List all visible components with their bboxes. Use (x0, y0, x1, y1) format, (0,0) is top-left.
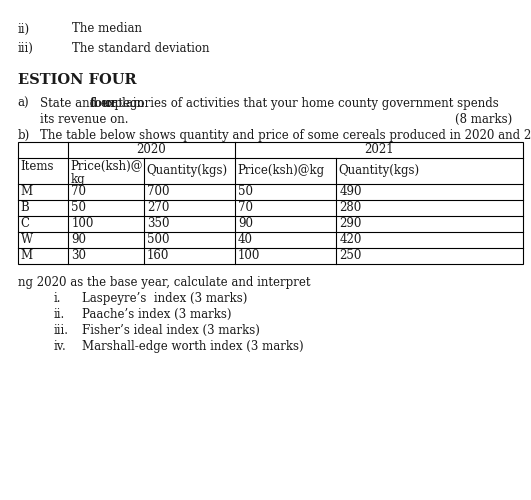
Text: a): a) (18, 97, 29, 110)
Text: 40: 40 (238, 234, 253, 246)
Text: kg: kg (71, 173, 85, 186)
Text: four: four (90, 97, 117, 110)
Text: W: W (21, 234, 33, 246)
Text: 500: 500 (147, 234, 169, 246)
Text: 70: 70 (71, 186, 86, 198)
Text: 270: 270 (147, 202, 169, 214)
Text: C: C (21, 218, 30, 230)
Text: its revenue on.: its revenue on. (40, 113, 129, 126)
Text: 280: 280 (339, 202, 362, 214)
Text: B: B (21, 202, 29, 214)
Text: 90: 90 (71, 234, 86, 246)
Text: Marshall-edge worth index (3 marks): Marshall-edge worth index (3 marks) (82, 340, 304, 353)
Text: 90: 90 (238, 218, 253, 230)
Text: 30: 30 (71, 250, 86, 262)
Text: Items: Items (20, 160, 54, 173)
Text: 2021: 2021 (364, 144, 394, 156)
Text: i.: i. (53, 292, 61, 306)
Text: ESTION FOUR: ESTION FOUR (18, 73, 136, 87)
Text: Fisher’s ideal index (3 marks): Fisher’s ideal index (3 marks) (82, 324, 260, 338)
Text: 160: 160 (147, 250, 169, 262)
Text: 50: 50 (71, 202, 86, 214)
Text: (8 marks): (8 marks) (455, 113, 512, 126)
Text: categories of activities that your home county government spends: categories of activities that your home … (101, 97, 499, 110)
Text: Price(ksh)@: Price(ksh)@ (71, 160, 143, 173)
Text: M: M (21, 186, 33, 198)
Text: ii.: ii. (53, 308, 64, 322)
Text: 290: 290 (339, 218, 362, 230)
Text: iv.: iv. (53, 340, 66, 353)
Text: Paache’s index (3 marks): Paache’s index (3 marks) (82, 308, 232, 322)
Text: Laspeyre’s  index (3 marks): Laspeyre’s index (3 marks) (82, 292, 247, 306)
Text: The table below shows quantity and price of some cereals produced in 2020 and 20: The table below shows quantity and price… (40, 129, 531, 142)
Text: 100: 100 (71, 218, 93, 230)
Text: 50: 50 (238, 186, 253, 198)
Text: iii.: iii. (53, 324, 68, 338)
Text: Price(ksh)@kg: Price(ksh)@kg (237, 164, 324, 177)
Text: 70: 70 (238, 202, 253, 214)
Text: 250: 250 (339, 250, 362, 262)
Text: The standard deviation: The standard deviation (72, 42, 209, 54)
Text: iii): iii) (18, 42, 33, 54)
Text: State and explain: State and explain (40, 97, 148, 110)
Text: 100: 100 (238, 250, 260, 262)
Text: M: M (21, 250, 33, 262)
Text: Quantity(kgs): Quantity(kgs) (339, 164, 420, 177)
Text: 350: 350 (147, 218, 169, 230)
Text: ii): ii) (18, 22, 30, 36)
Text: 420: 420 (339, 234, 362, 246)
Text: ng 2020 as the base year, calculate and interpret: ng 2020 as the base year, calculate and … (18, 276, 310, 289)
Text: 490: 490 (339, 186, 362, 198)
Text: Quantity(kgs): Quantity(kgs) (147, 164, 228, 177)
Text: The median: The median (72, 22, 142, 36)
Text: 700: 700 (147, 186, 169, 198)
Text: b): b) (18, 129, 30, 142)
Bar (18, 142, 523, 264)
Text: 2020: 2020 (136, 144, 166, 156)
